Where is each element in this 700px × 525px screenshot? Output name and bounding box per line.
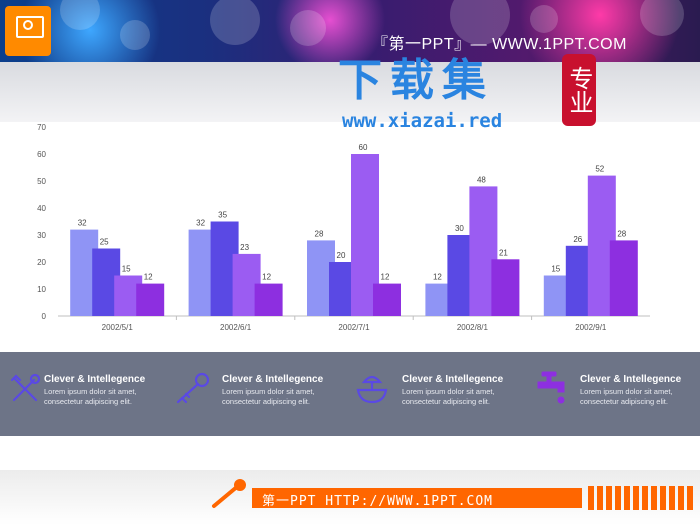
feature-title-4: Clever & Intellegence	[580, 374, 682, 385]
bar	[373, 283, 401, 316]
x-tick-label: 2002/7/1	[338, 323, 370, 332]
footer-stripe	[633, 486, 639, 510]
bar-value-label: 28	[617, 229, 626, 238]
header-banner	[0, 0, 700, 62]
feature-desc-1: Lorem ipsum dolor sit amet, consectetur …	[44, 387, 154, 407]
bar-value-label: 12	[381, 273, 390, 282]
bar-value-label: 52	[595, 165, 604, 174]
site-title: 『第一PPT』— WWW.1PPT.COM	[372, 36, 627, 53]
bar-value-label: 20	[337, 251, 346, 260]
bar-chart: 0 10 20 30 40 50 60 70 2002/5/1 2002/6/1 2002/7/1…	[37, 123, 650, 332]
footer-bar	[252, 488, 582, 508]
bar-value-label: 48	[477, 175, 486, 184]
watermark-seal: 专业	[562, 54, 596, 126]
feature-desc-4-line1: Lorem ipsum dolor sit amet,	[580, 387, 673, 396]
watermark-url: www.xiazai.red	[342, 110, 503, 132]
feature-desc-2-line1: Lorem ipsum dolor sit amet,	[222, 387, 315, 396]
x-tick-label: 2002/9/1	[575, 323, 607, 332]
y-tick-label: 0	[42, 312, 47, 321]
bar	[254, 283, 283, 316]
faucet-icon	[537, 371, 565, 404]
y-tick-label: 10	[37, 285, 46, 294]
watermark-text: 下载集	[338, 55, 494, 106]
bar-value-label: 32	[196, 219, 205, 228]
footer-stripe	[642, 486, 648, 510]
feature-desc-3-line1: Lorem ipsum dolor sit amet,	[402, 387, 495, 396]
bar-value-label: 26	[573, 235, 582, 244]
y-tick-label: 70	[37, 123, 46, 132]
footer-stripe	[687, 486, 693, 510]
bar-value-label: 23	[240, 243, 249, 252]
y-tick-label: 20	[37, 258, 46, 267]
feature-desc-3: Lorem ipsum dolor sit amet, consectetur …	[402, 387, 512, 407]
bar-value-label: 15	[551, 265, 560, 274]
footer-stripe	[678, 486, 684, 510]
juicer-icon	[356, 375, 388, 404]
data-labels: 32 25 15 12 32 35 23 12 28 20 60 12 12 30 48 21 15 26 52 28	[78, 143, 627, 282]
footer-stripe	[660, 486, 666, 510]
feature-band	[0, 352, 700, 436]
y-tick-label: 50	[37, 177, 46, 186]
feature-title-2: Clever & Intellegence	[222, 374, 324, 385]
feature-desc-2-line2: consectetur adipiscing elit.	[222, 397, 310, 406]
bar-value-label: 12	[144, 273, 153, 282]
bar-value-label: 21	[499, 248, 508, 257]
feature-desc-2: Lorem ipsum dolor sit amet, consectetur …	[222, 387, 332, 407]
bar-value-label: 15	[122, 265, 131, 274]
x-tick-label: 2002/6/1	[220, 323, 252, 332]
footer-stripe	[669, 486, 675, 510]
bars	[70, 154, 638, 316]
feature-title-1: Clever & Intellegence	[44, 374, 146, 385]
y-axis: 0 10 20 30 40 50 60 70	[37, 123, 46, 321]
footer-url[interactable]: 第一PPT HTTP://WWW.1PPT.COM	[262, 494, 494, 509]
footer-stripe	[588, 486, 594, 510]
feature-desc-3-line2: consectetur adipiscing elit.	[402, 397, 490, 406]
key-icon	[176, 372, 210, 404]
bar-value-label: 12	[262, 273, 271, 282]
footer-stripe	[615, 486, 621, 510]
bar	[491, 259, 520, 316]
tools-icon	[10, 373, 41, 402]
bar-value-label: 28	[315, 229, 324, 238]
y-tick-label: 60	[37, 150, 46, 159]
bar-value-label: 35	[218, 211, 227, 220]
y-tick-label: 30	[37, 231, 46, 240]
feature-desc-4: Lorem ipsum dolor sit amet, consectetur …	[580, 387, 690, 407]
feature-desc-4-line2: consectetur adipiscing elit.	[580, 397, 668, 406]
feature-desc-1-line2: consectetur adipiscing elit.	[44, 397, 132, 406]
x-axis: 2002/5/1 2002/6/1 2002/7/1 2002/8/1 2002/9/1	[58, 315, 650, 332]
bar-value-label: 12	[433, 273, 442, 282]
pen-icon	[212, 479, 246, 508]
bar-value-label: 30	[455, 224, 464, 233]
footer-stripe	[624, 486, 630, 510]
bar-value-label: 32	[78, 219, 87, 228]
bar-value-label: 25	[100, 238, 109, 247]
ppt-logo-icon	[5, 6, 51, 56]
bar	[609, 240, 638, 316]
footer-stripe	[597, 486, 603, 510]
footer-stripe	[606, 486, 612, 510]
x-tick-label: 2002/5/1	[102, 323, 134, 332]
feature-title-3: Clever & Intellegence	[402, 374, 504, 385]
y-tick-label: 40	[37, 204, 46, 213]
bar-value-label: 60	[359, 143, 368, 152]
footer-stripe	[651, 486, 657, 510]
x-tick-label: 2002/8/1	[457, 323, 489, 332]
bar	[136, 283, 165, 316]
feature-desc-1-line1: Lorem ipsum dolor sit amet,	[44, 387, 137, 396]
